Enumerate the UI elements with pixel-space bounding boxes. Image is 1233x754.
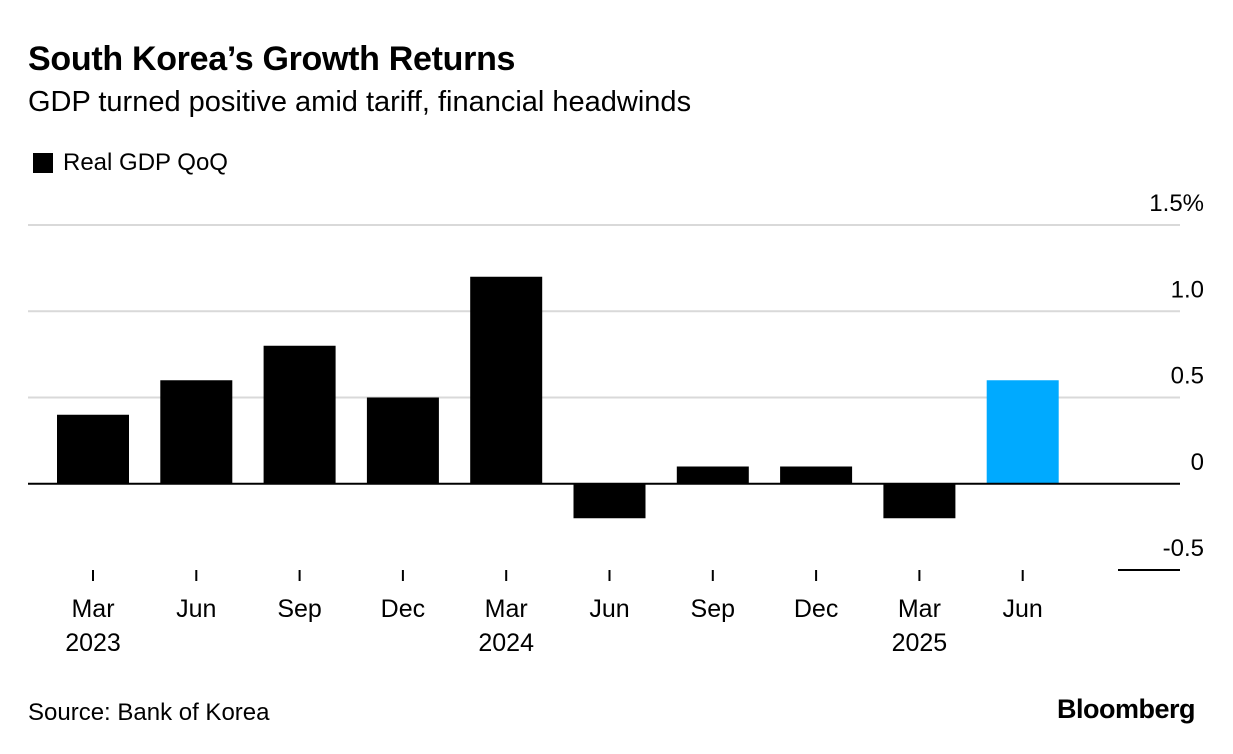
bloomberg-logo: Bloomberg — [1056, 694, 1196, 724]
y-tick-label: 1.0 — [1171, 276, 1204, 303]
legend-swatch — [33, 153, 53, 173]
bar-dec-2024 — [780, 466, 853, 484]
bar-jun-2024 — [573, 483, 646, 519]
x-tick-label-month: Sep — [277, 595, 321, 623]
x-tick-label-month: Jun — [589, 595, 629, 623]
bar-sep-2023 — [263, 345, 336, 484]
bar-dec-2023 — [366, 397, 439, 484]
x-tick-label-month: Jun — [1003, 595, 1043, 623]
x-tick-label-month: Jun — [176, 595, 216, 623]
bar-mar-2023 — [57, 414, 129, 484]
chart-subtitle: GDP turned positive amid tariff, financi… — [28, 86, 692, 118]
y-tick-label: -0.5 — [1163, 535, 1204, 562]
x-tick-label-month: Mar — [71, 595, 114, 623]
x-tick-label-month: Mar — [485, 595, 528, 623]
legend: Real GDP QoQ — [33, 149, 228, 177]
bar-mar-2024 — [470, 276, 543, 484]
legend-label: Real GDP QoQ — [63, 149, 228, 176]
x-tick-label-month: Dec — [794, 595, 838, 623]
x-tick-label-year: 2023 — [65, 629, 121, 657]
y-tick-label: 0.5 — [1171, 363, 1204, 390]
y-tick-label: 1.5% — [1149, 190, 1204, 217]
x-tick-label-month: Sep — [691, 595, 735, 623]
bar-jun-2025 — [986, 380, 1059, 484]
chart-title: South Korea’s Growth Returns — [28, 40, 516, 78]
x-tick-label-year: 2025 — [892, 629, 948, 657]
y-tick-label: 0 — [1191, 449, 1204, 476]
source-note: Source: Bank of Korea — [28, 699, 270, 726]
bar-jun-2023 — [160, 380, 233, 484]
bar-sep-2024 — [676, 466, 749, 484]
bar-mar-2025 — [883, 483, 956, 519]
x-tick-label-month: Dec — [381, 595, 425, 623]
x-tick-label-month: Mar — [898, 595, 941, 623]
x-tick-label-year: 2024 — [478, 629, 534, 657]
